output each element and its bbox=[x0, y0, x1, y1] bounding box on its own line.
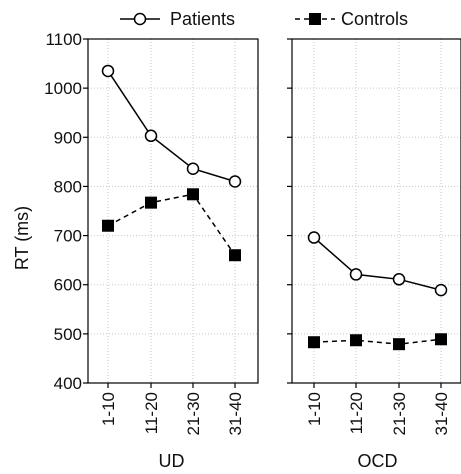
panels: 1-10 11-20 21-30 31-40 UD 1-10 11-20 21-30 31-40… bbox=[83, 38, 461, 471]
panel-frame bbox=[87, 38, 259, 384]
panel-0: 1-10 11-20 21-30 31-40 UD bbox=[83, 38, 259, 471]
series-controls bbox=[308, 333, 447, 351]
x-tick-label: 1-10 bbox=[99, 392, 118, 426]
panel-frame bbox=[291, 38, 461, 384]
data-point bbox=[145, 196, 157, 209]
series-line bbox=[107, 193, 236, 256]
legend: Patients Controls bbox=[120, 9, 408, 29]
data-point bbox=[187, 188, 199, 201]
data-point bbox=[393, 338, 405, 351]
x-tick-label: 11-20 bbox=[347, 392, 366, 434]
series-line bbox=[107, 70, 236, 183]
panel-x-label: OCD bbox=[358, 451, 398, 471]
x-tick-label: 11-20 bbox=[142, 392, 161, 434]
panel-1: 1-10 11-20 21-30 31-40 OCD bbox=[287, 38, 461, 471]
x-tick-label: 21-30 bbox=[390, 392, 409, 435]
data-point bbox=[349, 268, 363, 281]
data-point bbox=[102, 219, 114, 232]
series-line bbox=[313, 338, 442, 345]
series-patients bbox=[101, 64, 242, 188]
y-tick-label: 1100 bbox=[45, 30, 82, 49]
data-point bbox=[435, 333, 447, 346]
data-point bbox=[308, 336, 320, 349]
series-controls bbox=[102, 188, 241, 262]
y-tick-label: 700 bbox=[54, 227, 82, 246]
y-tick-label: 500 bbox=[54, 325, 82, 344]
legend-controls-marker bbox=[309, 13, 321, 25]
y-tick-labels: 400 500 600 700 800 900 1000 1100 bbox=[44, 30, 82, 393]
x-tick-label: 21-30 bbox=[184, 392, 203, 435]
data-point bbox=[307, 231, 321, 244]
legend-controls-label: Controls bbox=[341, 9, 408, 29]
x-tick-label: 1-10 bbox=[305, 392, 324, 426]
data-point bbox=[392, 273, 406, 286]
data-point bbox=[229, 249, 241, 262]
y-tick-label: 600 bbox=[54, 276, 82, 295]
legend-patients-label: Patients bbox=[170, 9, 235, 29]
data-point bbox=[350, 334, 362, 347]
x-tick-label: 31-40 bbox=[226, 392, 245, 435]
data-point bbox=[101, 64, 115, 78]
series-patients bbox=[307, 231, 448, 297]
data-point bbox=[144, 129, 158, 143]
y-tick-label: 1000 bbox=[44, 79, 82, 98]
data-point bbox=[228, 175, 242, 188]
y-tick-label: 800 bbox=[54, 177, 82, 196]
data-point bbox=[434, 283, 448, 297]
y-tick-label: 400 bbox=[54, 374, 82, 393]
y-axis-title: RT (ms) bbox=[12, 206, 32, 270]
y-tick-label: 900 bbox=[54, 128, 82, 147]
data-point bbox=[186, 162, 200, 175]
series-line bbox=[313, 236, 442, 291]
x-tick-label: 31-40 bbox=[432, 392, 451, 435]
legend-patients-marker bbox=[133, 12, 147, 26]
panel-x-label: UD bbox=[159, 451, 185, 471]
